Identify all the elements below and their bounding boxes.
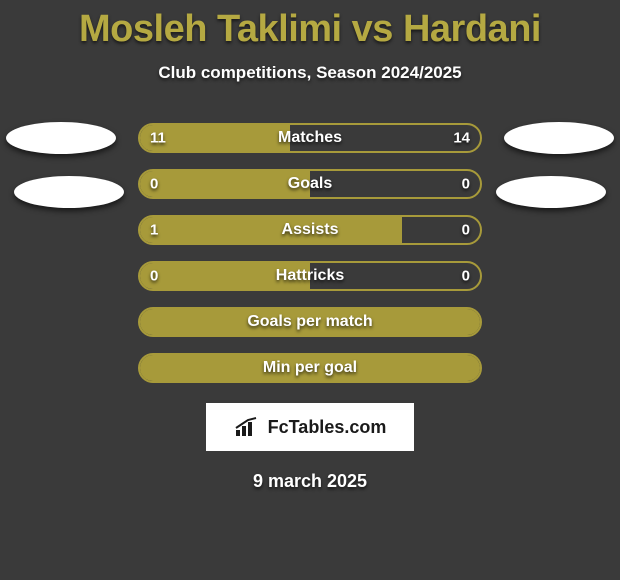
chart-icon	[234, 416, 262, 438]
footer-date: 9 march 2025	[0, 471, 620, 492]
branding-text: FcTables.com	[268, 417, 387, 438]
bar-fill-left	[140, 171, 310, 197]
branding-badge: FcTables.com	[206, 403, 414, 451]
bar-track: Min per goal	[138, 353, 482, 383]
bar-value-right: 0	[462, 268, 470, 285]
bar-value-left: 0	[150, 268, 158, 285]
bar-label: Goals	[288, 175, 332, 193]
bar-row-matches: 11 Matches 14	[0, 115, 620, 161]
comparison-bars: 11 Matches 14 0 Goals 0 1 Assists 0 0 Ha…	[0, 115, 620, 391]
bar-label: Assists	[282, 221, 339, 239]
bar-value-left: 0	[150, 176, 158, 193]
page-title: Mosleh Taklimi vs Hardani	[0, 0, 620, 51]
bar-row-goals-per-match: Goals per match	[0, 299, 620, 345]
bar-fill-left	[140, 217, 402, 243]
bar-track: Goals per match	[138, 307, 482, 337]
bar-track: 11 Matches 14	[138, 123, 482, 153]
bar-value-right: 14	[453, 130, 470, 147]
bar-row-goals: 0 Goals 0	[0, 161, 620, 207]
bar-track: 0 Hattricks 0	[138, 261, 482, 291]
bar-row-hattricks: 0 Hattricks 0	[0, 253, 620, 299]
bar-value-left: 11	[150, 130, 166, 147]
bar-value-right: 0	[462, 222, 470, 239]
bar-label: Min per goal	[263, 359, 357, 377]
bar-track: 0 Goals 0	[138, 169, 482, 199]
bar-value-right: 0	[462, 176, 470, 193]
bar-row-min-per-goal: Min per goal	[0, 345, 620, 391]
bar-value-left: 1	[150, 222, 158, 239]
page-subtitle: Club competitions, Season 2024/2025	[0, 63, 620, 83]
bar-track: 1 Assists 0	[138, 215, 482, 245]
bar-label: Matches	[278, 129, 342, 147]
bar-row-assists: 1 Assists 0	[0, 207, 620, 253]
bar-label: Hattricks	[276, 267, 344, 285]
bar-label: Goals per match	[247, 313, 372, 331]
